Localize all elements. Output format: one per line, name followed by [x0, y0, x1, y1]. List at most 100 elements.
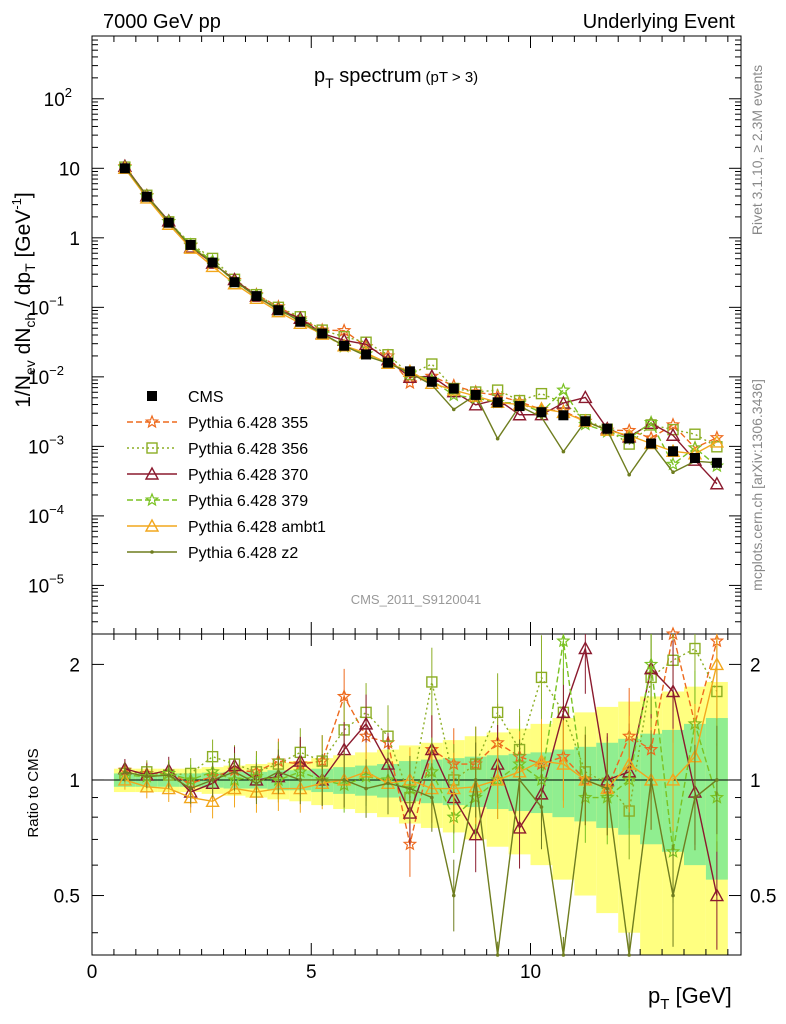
- series-line-main: [124, 167, 718, 455]
- marker-filled-square: [492, 397, 503, 408]
- series-line-main: [124, 166, 718, 448]
- series-line-ratio: [124, 664, 718, 803]
- marker-filled-square: [273, 305, 284, 316]
- legend-label: Pythia 6.428 355: [188, 415, 308, 432]
- x-axis-label-unit: [GeV]: [669, 983, 731, 1008]
- y-tick-label: 10: [59, 159, 80, 180]
- marker-filled-square: [448, 383, 459, 394]
- marker-filled-square: [668, 446, 679, 457]
- marker-triangle: [578, 641, 593, 655]
- marker-dot: [495, 953, 500, 957]
- marker-square: [689, 642, 701, 655]
- legend-label: CMS: [188, 389, 224, 406]
- y-tick-exponent: 2: [65, 85, 72, 100]
- marker-filled-square: [163, 217, 174, 228]
- marker-dot: [627, 473, 631, 477]
- marker-square: [491, 706, 504, 719]
- marker-dot: [364, 786, 368, 791]
- ratio-tick-label-right: 0.5: [750, 887, 776, 908]
- marker-dot: [430, 795, 434, 800]
- marker-square: [535, 671, 548, 684]
- marker-filled-square: [426, 376, 437, 387]
- marker-star: [402, 375, 418, 390]
- marker-filled-square: [711, 457, 722, 468]
- marker-dot: [671, 893, 675, 898]
- marker-square: [689, 428, 701, 440]
- marker-dot: [605, 786, 610, 791]
- marker-filled-square: [646, 438, 657, 449]
- marker-filled-square: [514, 401, 525, 412]
- series-line-ratio: [124, 647, 718, 813]
- side-text-top: Rivet 3.1.10, ≥ 2.3M events: [749, 65, 765, 235]
- marker-star: [144, 414, 160, 429]
- marker-triangle: [578, 389, 593, 404]
- marker-star: [402, 836, 418, 851]
- marker-filled-square: [580, 416, 591, 427]
- marker-triangle: [468, 397, 483, 411]
- marker-filled-square: [602, 423, 613, 434]
- ratio-tick-label-left: 1: [69, 771, 80, 792]
- y-tick-label: 102: [44, 85, 72, 111]
- series-line-main: [124, 166, 717, 477]
- x-axis-label-sub: T: [660, 996, 669, 1013]
- marker-triangle: [709, 434, 725, 448]
- legend-label: Pythia 6.428 379: [188, 493, 308, 510]
- marker-filled-square: [229, 277, 240, 288]
- marker-triangle: [665, 772, 681, 786]
- ratio-plot-frame: [91, 633, 742, 956]
- marker-dot: [627, 953, 631, 957]
- marker-triangle: [227, 781, 242, 795]
- ratio-tick-label-right: 1: [750, 771, 761, 792]
- series-line-ratio: [124, 771, 718, 956]
- plot-title-cut: (pT > 3): [426, 69, 479, 86]
- x-tick-label: 0: [87, 962, 98, 983]
- marker-triangle: [709, 888, 725, 902]
- marker-star: [665, 417, 681, 432]
- marker-dot: [188, 786, 193, 791]
- marker-filled-square: [558, 410, 569, 421]
- plot-title: pT spectrum (pT > 3): [314, 65, 478, 91]
- marker-triangle: [556, 395, 571, 409]
- marker-square: [146, 442, 158, 454]
- marker-filled-square: [536, 407, 547, 418]
- x-tick-label: 10: [520, 962, 541, 983]
- header-right: Underlying Event: [583, 11, 736, 33]
- legend-label: Pythia 6.428 z2: [188, 545, 298, 562]
- marker-star: [144, 492, 160, 507]
- marker-dot: [123, 770, 127, 774]
- marker-star: [665, 456, 681, 471]
- x-tick-label: 5: [306, 962, 317, 983]
- marker-dot: [517, 778, 522, 782]
- marker-triangle: [709, 656, 725, 671]
- marker-dot: [451, 893, 456, 898]
- marker-filled-square: [119, 163, 130, 174]
- y-tick-label: 1: [69, 229, 80, 250]
- y-tick-exponent: −5: [49, 571, 64, 586]
- marker-square: [426, 358, 438, 370]
- marker-triangle: [139, 779, 154, 793]
- series-z2: [123, 165, 719, 957]
- marker-triangle: [490, 772, 505, 786]
- marker-dot: [671, 470, 675, 475]
- y-tick-label: 10−1: [28, 293, 64, 319]
- marker-dot: [451, 407, 456, 412]
- marker-triangle: [512, 407, 527, 421]
- marker-triangle: [512, 820, 527, 834]
- marker-filled-square: [404, 366, 415, 377]
- marker-triangle: [117, 772, 133, 786]
- marker-dot: [254, 781, 259, 786]
- marker-dot: [276, 770, 281, 774]
- marker-triangle: [556, 756, 571, 770]
- marker-dot: [408, 786, 412, 791]
- ratio-uncertainty-bands: [113, 681, 728, 955]
- marker-triangle: [205, 793, 220, 807]
- marker-dot: [495, 436, 500, 441]
- marker-filled-square: [624, 433, 635, 444]
- y-axis-label: 1/Nev dNch / dpT [GeV-1]: [9, 192, 38, 408]
- y-tick-label: 10−4: [28, 502, 64, 528]
- y-tick-exponent: −4: [49, 502, 64, 517]
- y-tick-label: 10−3: [28, 432, 64, 458]
- marker-triangle: [144, 518, 160, 532]
- legend-label: Pythia 6.428 ambt1: [188, 519, 326, 536]
- ratio-tick-label-left: 0.5: [54, 887, 80, 908]
